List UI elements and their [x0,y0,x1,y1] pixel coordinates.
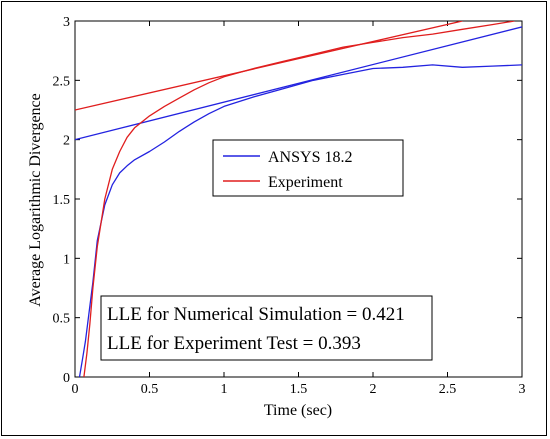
series-layer [75,21,522,377]
y-tick-label: 1 [63,252,70,267]
series-line-experiment [83,21,515,377]
y-axis-label: Average Logarithmic Divergence [27,93,44,307]
x-tick-label: 3 [519,382,526,397]
legend-box [212,139,404,197]
legend-label-ansys: ANSYS 18.2 [268,149,352,166]
y-tick-label: 2 [63,134,70,149]
annotation-box [100,295,433,361]
ticks: 0 0.5 1 1.5 2 2.5 3 0 0.5 1 1.5 2 2.5 3 [53,15,526,397]
y-tick-label: 0 [63,371,70,386]
y-tick-label: 1.5 [53,193,71,208]
x-tick-label: 2.5 [439,382,457,397]
x-tick-label: 1 [221,382,228,397]
y-tick-label: 2.5 [53,74,71,89]
annotation-experiment: LLE for Experiment Test = 0.393 [107,333,361,354]
x-tick-label: 0.5 [141,382,159,397]
legend: ANSYS 18.2 Experiment [212,139,404,197]
fit-line-ansys-18-2 [75,26,522,141]
legend-label-experiment: Experiment [268,174,343,191]
x-tick-label: 1.5 [290,382,308,397]
lle-annotation-box: LLE for Numerical Simulation = 0.421 LLE… [100,295,433,361]
x-tick-label: 0 [72,382,79,397]
x-tick-label: 2 [370,382,377,397]
y-tick-label: 3 [63,15,70,30]
annotation-numerical: LLE for Numerical Simulation = 0.421 [107,304,405,325]
x-axis-label: Time (sec) [264,402,332,419]
y-tick-label: 0.5 [53,312,71,327]
